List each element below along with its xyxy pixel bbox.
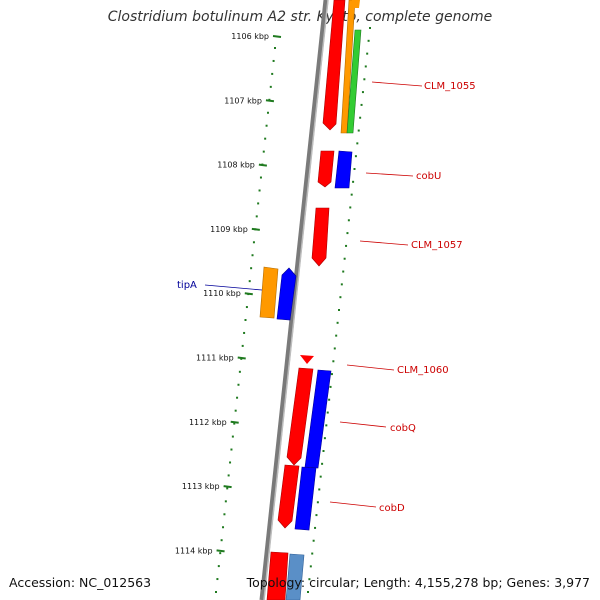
feature-small-top[interactable] bbox=[351, 0, 360, 8]
feature-steel-bottom[interactable] bbox=[285, 553, 305, 600]
kbp-tick bbox=[237, 356, 246, 360]
feature-red-cobU[interactable] bbox=[317, 150, 335, 188]
gene-label-CLM_1060[interactable]: CLM_1060 bbox=[397, 365, 449, 376]
genome-backbone-highlight bbox=[263, 0, 329, 600]
feature-blue-cobU[interactable] bbox=[334, 150, 353, 189]
feature-orange-tipA[interactable] bbox=[259, 266, 279, 319]
kbp-tick bbox=[265, 99, 275, 103]
gene-label-CLM_1055[interactable]: CLM_1055 bbox=[424, 81, 476, 92]
feature-blue-tipA[interactable] bbox=[276, 267, 297, 321]
kbp-tick bbox=[272, 35, 282, 38]
feature-red-1060-small[interactable] bbox=[300, 355, 314, 364]
kbp-tick bbox=[251, 227, 260, 231]
gene-label-cobD[interactable]: cobD bbox=[379, 503, 405, 514]
kbp-tick-label: 1110 kbp bbox=[203, 289, 241, 298]
topology-text: Topology: circular; Length: 4,155,278 bp… bbox=[246, 575, 590, 590]
kbp-tick-label: 1108 kbp bbox=[217, 161, 255, 170]
kbp-tick-label: 1112 kbp bbox=[189, 418, 227, 427]
gene-label-cobQ[interactable]: cobQ bbox=[390, 423, 416, 434]
feature-blue-cobQ[interactable] bbox=[304, 369, 332, 469]
kbp-tick-label: 1109 kbp bbox=[210, 225, 248, 234]
label-leaders bbox=[204, 81, 423, 508]
feature-red-cobD[interactable] bbox=[277, 464, 300, 529]
kbp-tick bbox=[244, 292, 253, 296]
feature-red-1057[interactable] bbox=[311, 207, 330, 267]
kbp-tick-label: 1107 kbp bbox=[224, 96, 262, 105]
kbp-tick bbox=[230, 420, 239, 424]
feature-green-1055[interactable] bbox=[346, 29, 362, 134]
kbp-ruler: 1106 kbp 1107 kbp 1108 kbp 1109 kbp 1110 kbp… bbox=[175, 32, 282, 555]
gene-label-cobU[interactable]: cobU bbox=[416, 171, 441, 182]
gene-label-CLM_1057[interactable]: CLM_1057 bbox=[411, 240, 463, 251]
map-title: Clostridium botulinum A2 str. Kyoto, com… bbox=[107, 9, 493, 25]
outer-tick-dots bbox=[307, 27, 371, 593]
inner-tick-dots bbox=[215, 47, 276, 593]
feature-red-bottom[interactable] bbox=[266, 551, 289, 600]
kbp-tick-label: 1106 kbp bbox=[231, 32, 269, 41]
feature-blue-cobD[interactable] bbox=[294, 466, 317, 531]
kbp-tick-label: 1113 kbp bbox=[182, 482, 220, 491]
gene-label-tipA[interactable]: tipA bbox=[177, 280, 197, 291]
kbp-tick bbox=[216, 549, 225, 553]
accession-text: Accession: NC_012563 bbox=[9, 575, 152, 590]
kbp-tick-label: 1114 kbp bbox=[175, 546, 213, 555]
feature-red-1055[interactable] bbox=[322, 0, 346, 131]
genome-backbone bbox=[259, 0, 329, 600]
kbp-tick-label: 1111 kbp bbox=[196, 354, 234, 363]
feature-red-cobQ[interactable] bbox=[286, 367, 314, 466]
kbp-tick bbox=[223, 485, 232, 489]
kbp-tick bbox=[258, 163, 268, 167]
